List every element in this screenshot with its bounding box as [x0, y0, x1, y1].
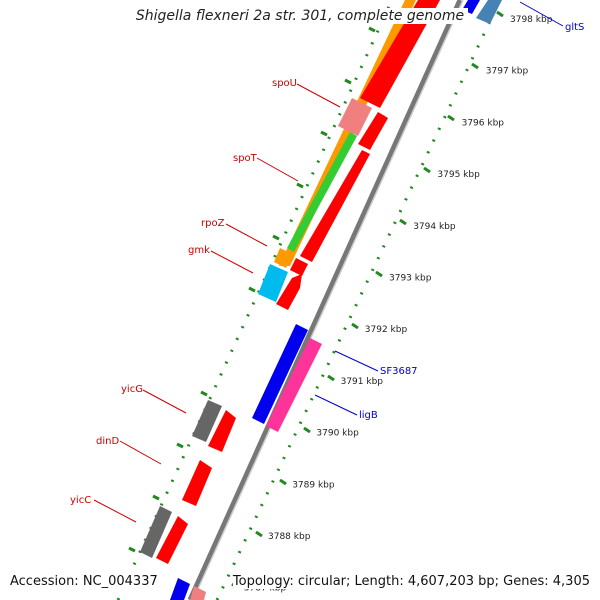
gene-green	[287, 132, 357, 252]
gene-gray-yicG	[192, 400, 222, 442]
gene-gray-yicC	[140, 506, 172, 558]
gene-salmon-bottom	[190, 586, 206, 600]
gene-red-yicC	[156, 516, 188, 564]
gene-red-2	[358, 112, 388, 150]
gene-cyan	[258, 264, 288, 302]
scale-label: 3793 kbp	[389, 274, 432, 284]
genome-summary-text: Topology: circular; Length: 4,607,203 bp…	[232, 574, 590, 589]
gene-steelblue-top	[476, 0, 502, 24]
scale-label: 3797 kbp	[486, 67, 529, 77]
gene-salmon	[338, 98, 372, 136]
gene-red-dinD	[182, 460, 212, 506]
leader-lines	[93, 1, 564, 523]
scale-label: 3798 kbp	[510, 15, 553, 25]
scale-label: 3790 kbp	[316, 429, 359, 439]
gene-label-rpoZ: rpoZ	[201, 218, 225, 229]
gene-label-gmk: gmk	[188, 245, 210, 256]
gene-red-4	[290, 258, 308, 276]
scale-label: 3792 kbp	[365, 325, 408, 335]
scale-labels: 3798 kbp 3797 kbp 3796 kbp 3795 kbp 3794 kbp…	[244, 15, 553, 594]
gene-blue-SF3687	[252, 324, 308, 424]
scale-label: 3795 kbp	[437, 170, 480, 180]
scale-label: 3794 kbp	[413, 222, 456, 232]
gene-red-3	[300, 150, 370, 262]
scale-label: 3791 kbp	[341, 377, 384, 387]
gene-label-yicG: yicG	[121, 384, 143, 395]
gene-pink-ligB	[266, 338, 322, 432]
outer-ticks	[128, 26, 376, 553]
gene-label-spoT: spoT	[233, 153, 258, 164]
scale-label: 3789 kbp	[292, 480, 335, 490]
scale-label: 3796 kbp	[462, 118, 505, 128]
gene-labels: gltS spoU spoT rpoZ gmk SF3687 ligB yicG…	[70, 22, 584, 506]
gene-label-spoU: spoU	[272, 78, 297, 89]
gene-blue-bottom	[170, 578, 190, 600]
map-title: Shigella flexneri 2a str. 301, complete …	[0, 8, 600, 24]
gene-label-ligB: ligB	[359, 410, 378, 421]
scale-label: 3788 kbp	[268, 532, 311, 542]
backbone	[187, 0, 464, 600]
gene-cluster-lower	[140, 324, 322, 600]
gene-label-SF3687: SF3687	[380, 366, 418, 377]
accession-text: Accession: NC_004337	[10, 574, 158, 589]
gene-red-1	[360, 0, 440, 108]
gene-orange-small	[274, 248, 292, 268]
gene-label-gltS: gltS	[565, 22, 584, 33]
gene-red-yicG	[208, 410, 236, 452]
gene-label-dinD: dinD	[96, 436, 119, 447]
gene-cluster-upper	[258, 0, 502, 310]
gene-red-5	[276, 274, 302, 310]
gene-label-yicC: yicC	[70, 495, 91, 506]
